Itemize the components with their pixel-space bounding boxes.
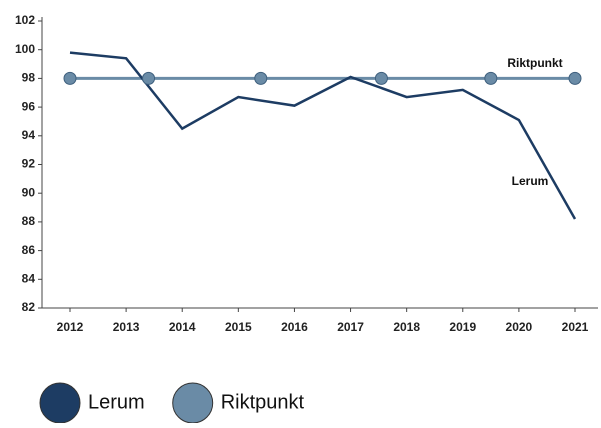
x-tick-label: 2018	[393, 320, 420, 334]
x-tick-label: 2012	[57, 320, 84, 334]
legend-swatch	[172, 382, 214, 424]
y-tick-label: 100	[15, 42, 35, 56]
series-marker	[142, 71, 156, 85]
series-marker	[63, 71, 77, 85]
x-tick-label: 2019	[449, 320, 476, 334]
series-marker	[374, 71, 388, 85]
y-tick-label: 94	[22, 128, 36, 142]
series-marker	[484, 71, 498, 85]
series-marker	[254, 71, 268, 85]
y-tick-label: 92	[22, 157, 36, 171]
y-tick-label: 82	[22, 300, 36, 314]
series-marker	[568, 71, 582, 85]
y-tick-label: 90	[22, 185, 36, 199]
x-tick-label: 2021	[562, 320, 589, 334]
x-tick-label: 2020	[506, 320, 533, 334]
series-annotation: Riktpunkt	[507, 56, 562, 70]
x-tick-label: 2017	[337, 320, 364, 334]
x-tick-label: 2013	[113, 320, 140, 334]
y-tick-label: 86	[22, 243, 36, 257]
y-tick-label: 102	[15, 13, 35, 27]
x-tick-label: 2014	[169, 320, 196, 334]
x-tick-label: 2015	[225, 320, 252, 334]
y-tick-label: 84	[22, 271, 36, 285]
y-tick-label: 88	[22, 214, 36, 228]
y-tick-label: 98	[22, 71, 36, 85]
series-annotation: Lerum	[512, 174, 549, 188]
legend-label: Riktpunkt	[221, 391, 305, 413]
series-line	[69, 51, 577, 220]
y-tick-label: 96	[22, 99, 36, 113]
legend-label: Lerum	[88, 391, 145, 413]
legend-swatch	[39, 382, 81, 424]
x-tick-label: 2016	[281, 320, 308, 334]
